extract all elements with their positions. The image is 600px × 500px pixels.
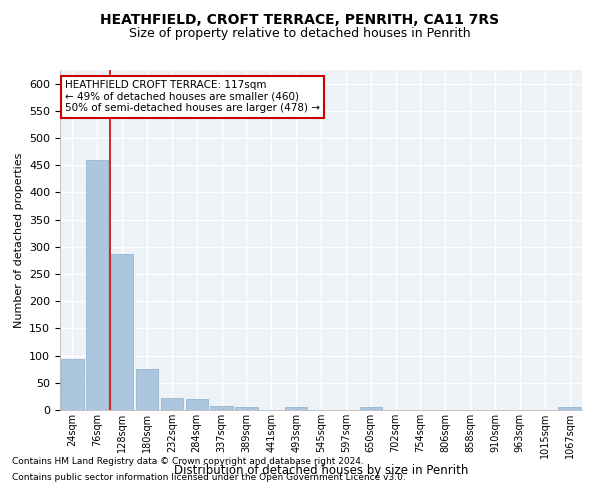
Bar [359,408,382,410]
Bar [185,399,208,410]
Text: Size of property relative to detached houses in Penrith: Size of property relative to detached ho… [129,28,471,40]
Bar [86,160,109,410]
Text: Contains HM Land Registry data © Crown copyright and database right 2024.: Contains HM Land Registry data © Crown c… [12,458,364,466]
Bar [61,360,83,410]
Text: Contains public sector information licensed under the Open Government Licence v3: Contains public sector information licen… [12,472,406,482]
Bar [161,398,183,410]
Text: HEATHFIELD, CROFT TERRACE, PENRITH, CA11 7RS: HEATHFIELD, CROFT TERRACE, PENRITH, CA11… [100,12,500,26]
Bar [136,368,158,410]
Bar [111,254,133,410]
X-axis label: Distribution of detached houses by size in Penrith: Distribution of detached houses by size … [174,464,468,476]
Bar [285,408,307,410]
Y-axis label: Number of detached properties: Number of detached properties [14,152,23,328]
Bar [559,408,581,410]
Bar [235,406,257,410]
Text: HEATHFIELD CROFT TERRACE: 117sqm
← 49% of detached houses are smaller (460)
50% : HEATHFIELD CROFT TERRACE: 117sqm ← 49% o… [65,80,320,114]
Bar [211,406,233,410]
